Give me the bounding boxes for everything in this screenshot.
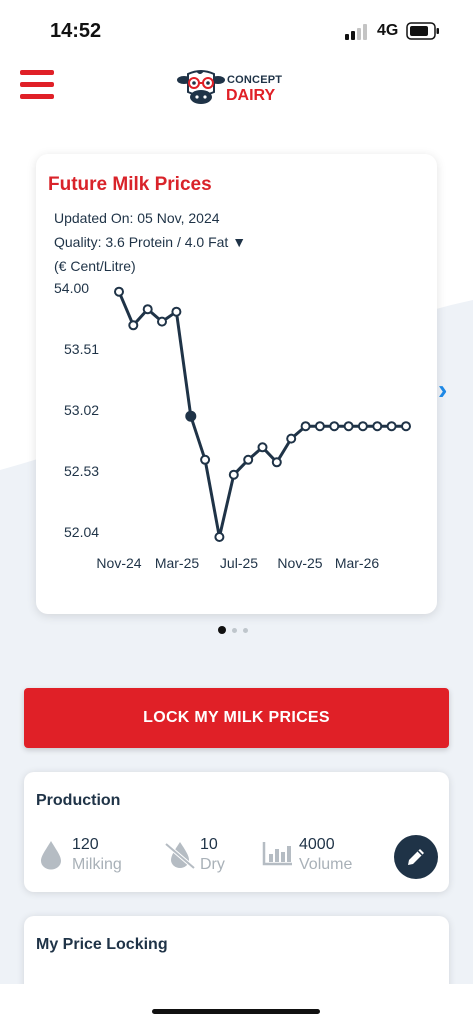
data-point[interactable] xyxy=(114,286,124,297)
milk-price-line-chart: 54.00 53.51 53.02 52.53 52.04 Nov-24 Mar-25 Jul… xyxy=(54,280,411,571)
updated-on-text: Updated On: 05 Nov, 2024 xyxy=(54,210,220,226)
chevron-right-icon[interactable]: › xyxy=(438,374,448,405)
data-point[interactable] xyxy=(357,421,368,432)
y-tick-label: 52.04 xyxy=(64,524,99,540)
pager-dot-1[interactable] xyxy=(218,626,226,634)
cow-logo-icon xyxy=(177,70,225,104)
concept-dairy-logo: CONCEPT DAIRY xyxy=(176,66,296,110)
data-point[interactable] xyxy=(343,421,354,432)
status-bar: 14:52 4G xyxy=(0,0,473,60)
data-point[interactable] xyxy=(271,457,282,468)
y-tick-label: 52.53 xyxy=(64,463,99,479)
carousel-pager xyxy=(218,626,248,634)
y-tick-label: 53.02 xyxy=(64,402,99,418)
pager-dot-2[interactable] xyxy=(232,627,237,633)
dry-value: 10 xyxy=(200,836,218,853)
data-point[interactable] xyxy=(214,532,225,542)
unit-label: (€ Cent/Litre) xyxy=(54,258,136,274)
data-point[interactable] xyxy=(329,421,340,432)
data-point[interactable] xyxy=(228,469,239,480)
future-milk-prices-card: Future Milk Prices Updated On: 05 Nov, 2… xyxy=(36,154,437,614)
stat-dry: 10 Dry xyxy=(164,834,264,874)
data-point[interactable] xyxy=(142,304,153,315)
stat-milking: 120 Milking xyxy=(40,834,150,874)
x-tick-label: Jul-25 xyxy=(220,555,258,571)
data-point[interactable] xyxy=(401,421,411,432)
y-tick-label: 53.51 xyxy=(64,341,99,357)
milking-value: 120 xyxy=(72,836,99,853)
app-header: CONCEPT DAIRY xyxy=(0,60,473,120)
drop-icon xyxy=(41,841,61,870)
network-label: 4G xyxy=(377,22,399,39)
signal-icon xyxy=(345,24,367,40)
battery-icon xyxy=(406,22,439,40)
pencil-icon xyxy=(408,849,424,865)
logo-text-concept: CONCEPT xyxy=(227,74,283,86)
milking-label: Milking xyxy=(72,856,122,873)
x-tick-label: Mar-26 xyxy=(335,555,380,571)
pager-dot-3[interactable] xyxy=(243,627,248,633)
volume-value: 4000 xyxy=(299,836,335,853)
bar-chart-icon xyxy=(262,842,292,866)
data-point[interactable] xyxy=(200,454,211,465)
stat-volume: 4000 Volume xyxy=(262,834,382,874)
data-point[interactable] xyxy=(171,306,182,317)
price-series-line xyxy=(117,291,406,539)
x-tick-label: Nov-24 xyxy=(96,555,141,571)
data-point[interactable] xyxy=(372,421,383,432)
data-point[interactable] xyxy=(185,410,197,422)
data-point[interactable] xyxy=(157,316,167,327)
no-drop-icon xyxy=(164,842,196,870)
logo-text-dairy: DAIRY xyxy=(226,87,276,104)
volume-label: Volume xyxy=(299,856,353,873)
x-tick-label: Mar-25 xyxy=(155,555,200,571)
lock-my-milk-prices-button[interactable]: LOCK MY MILK PRICES xyxy=(24,688,449,748)
data-point[interactable] xyxy=(243,454,254,465)
quality-selector[interactable]: Quality: 3.6 Protein / 4.0 Fat ▼ xyxy=(54,234,247,250)
production-title: Production xyxy=(36,792,121,809)
bottom-safe-area xyxy=(0,984,473,1024)
hamburger-menu-icon[interactable] xyxy=(20,70,54,102)
data-point[interactable] xyxy=(286,433,297,444)
production-card: Production 120 Milking 10 Dry 4000 Volum… xyxy=(24,772,449,892)
dry-label: Dry xyxy=(200,856,225,873)
price-locking-title: My Price Locking xyxy=(36,936,168,953)
card-title: Future Milk Prices xyxy=(48,174,212,195)
data-point[interactable] xyxy=(314,421,325,432)
data-point[interactable] xyxy=(257,442,268,453)
y-tick-label: 54.00 xyxy=(54,280,89,296)
data-point[interactable] xyxy=(300,421,311,432)
x-tick-label: Nov-25 xyxy=(277,555,322,571)
data-point[interactable] xyxy=(128,320,139,331)
home-indicator xyxy=(152,1009,320,1014)
data-point[interactable] xyxy=(386,421,397,432)
status-time: 14:52 xyxy=(50,20,102,42)
edit-production-button[interactable] xyxy=(394,835,438,879)
